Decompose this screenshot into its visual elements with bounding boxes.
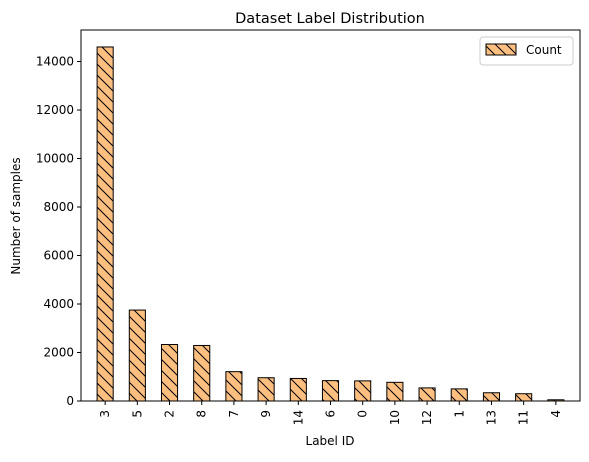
plot-frame bbox=[80, 29, 581, 402]
x-tick-label: 10 bbox=[388, 410, 402, 425]
bar-7 bbox=[225, 371, 243, 402]
bar-3 bbox=[96, 46, 114, 402]
bar-8 bbox=[193, 344, 211, 402]
x-tick-label: 0 bbox=[356, 410, 370, 418]
bar-5 bbox=[128, 309, 146, 402]
y-tick-label: 4000 bbox=[43, 297, 74, 311]
bar-10 bbox=[386, 381, 404, 402]
y-tick-label: 8000 bbox=[43, 200, 74, 214]
legend-swatch bbox=[485, 43, 517, 56]
bar-2 bbox=[160, 344, 179, 402]
x-tick-label: 2 bbox=[163, 410, 177, 418]
y-tick-label: 14000 bbox=[36, 55, 74, 69]
x-tick-label: 8 bbox=[195, 410, 209, 418]
x-axis: 3 5 2 8 7 9 14 6 0 10 12 1 13 11 4 bbox=[98, 401, 563, 425]
y-tick-label: 10000 bbox=[36, 152, 74, 166]
y-axis: 0 2000 4000 6000 8000 10000 12000 14000 bbox=[36, 55, 81, 408]
legend-label: Count bbox=[526, 43, 562, 57]
x-tick-label: 1 bbox=[452, 410, 466, 418]
bar-11 bbox=[515, 393, 533, 402]
y-tick-label: 2000 bbox=[43, 346, 74, 360]
y-tick-label: 0 bbox=[66, 394, 74, 408]
legend: Count bbox=[479, 36, 574, 66]
x-tick-label: 9 bbox=[259, 410, 273, 418]
x-tick-label: 4 bbox=[549, 410, 563, 418]
x-tick-label: 11 bbox=[517, 410, 531, 425]
x-tick-label: 6 bbox=[324, 410, 338, 418]
x-tick-label: 5 bbox=[130, 410, 144, 418]
y-tick-label: 6000 bbox=[43, 249, 74, 263]
bar-13 bbox=[482, 392, 501, 402]
x-tick-label: 14 bbox=[291, 410, 305, 425]
y-axis-label: Number of samples bbox=[9, 157, 23, 274]
bars bbox=[96, 46, 565, 402]
x-tick-label: 12 bbox=[420, 410, 434, 425]
bar-12 bbox=[418, 387, 436, 402]
bar-1 bbox=[450, 388, 468, 402]
bar-0 bbox=[354, 380, 372, 402]
x-tick-label: 13 bbox=[484, 410, 498, 425]
y-tick-label: 12000 bbox=[36, 103, 74, 117]
bar-6 bbox=[321, 380, 340, 402]
bar-14 bbox=[289, 377, 307, 402]
chart-title: Dataset Label Distribution bbox=[235, 11, 425, 27]
x-tick-label: 7 bbox=[227, 410, 241, 418]
x-tick-label: 3 bbox=[98, 410, 112, 418]
x-axis-label: Label ID bbox=[306, 434, 355, 448]
bar-9 bbox=[257, 377, 275, 402]
